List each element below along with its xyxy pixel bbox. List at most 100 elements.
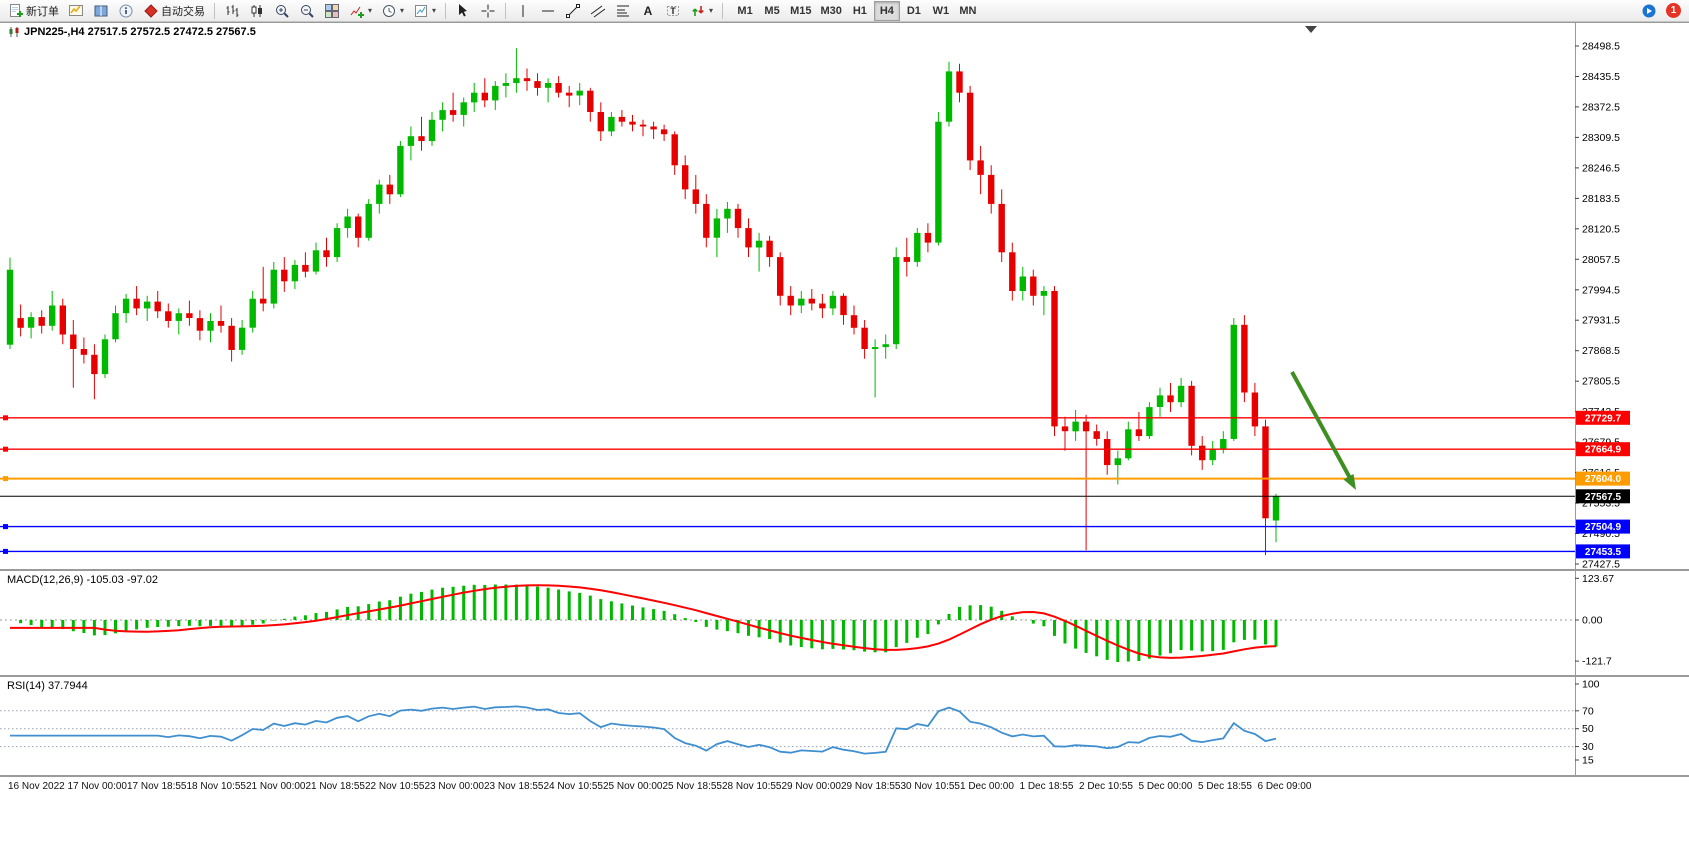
time-label: 6 Dec 09:00 bbox=[1257, 781, 1312, 792]
horizontal-line-button[interactable] bbox=[536, 1, 560, 21]
svg-text:27504.9: 27504.9 bbox=[1585, 522, 1622, 533]
price-chart[interactable]: 28498.5 28435.5 28372.5 28309.5 28246.5 28183… bbox=[0, 22, 1689, 570]
time-label: 25 Nov 00:00 bbox=[603, 781, 663, 792]
time-axis[interactable]: 16 Nov 2022 17 Nov 00:00 17 Nov 18:55 18 No… bbox=[0, 776, 1689, 799]
auto-trading-button[interactable]: 自动交易 bbox=[139, 1, 209, 21]
time-label: 30 Nov 10:55 bbox=[900, 781, 961, 792]
timeframe-m1[interactable]: M1 bbox=[732, 1, 758, 21]
tile-windows-icon bbox=[325, 3, 339, 18]
svg-text:27567.5: 27567.5 bbox=[1585, 492, 1622, 503]
svg-text:27994.5: 27994.5 bbox=[1582, 284, 1620, 296]
candles-chart-icon bbox=[251, 4, 262, 17]
time-label: 2 Dec 10:55 bbox=[1079, 781, 1133, 792]
time-label: 23 Nov 18:55 bbox=[484, 781, 544, 792]
candles-chart-button[interactable] bbox=[245, 1, 269, 21]
community-button[interactable] bbox=[1637, 1, 1661, 21]
time-label: 25 Nov 18:55 bbox=[662, 781, 723, 792]
time-label: 29 Nov 18:55 bbox=[841, 781, 901, 792]
fibonacci-icon bbox=[617, 5, 630, 16]
crosshair-button[interactable] bbox=[476, 1, 500, 21]
time-label: 1 Dec 18:55 bbox=[1019, 781, 1074, 792]
svg-text:A: A bbox=[644, 4, 653, 18]
clock-icon bbox=[383, 4, 396, 17]
time-label: 28 Nov 10:55 bbox=[722, 781, 782, 792]
chevron-down-icon: ▾ bbox=[400, 6, 405, 15]
periods-button[interactable]: ▾ bbox=[377, 1, 408, 21]
timeframe-h1[interactable]: H1 bbox=[847, 1, 873, 21]
timeframe-group: M1 M5 M15 M30 H1 H4 D1 W1 MN bbox=[732, 0, 981, 21]
new-chart-button[interactable] bbox=[64, 1, 88, 21]
toolbar: 新订单 自动交易 ▾ ▾ ▾ bbox=[0, 0, 1689, 22]
time-label: 1 Dec 00:00 bbox=[960, 781, 1014, 792]
svg-text:28498.5: 28498.5 bbox=[1582, 41, 1620, 53]
bars-chart-icon bbox=[226, 4, 239, 17]
svg-text:100: 100 bbox=[1582, 679, 1600, 691]
zoom-out-icon bbox=[301, 4, 314, 18]
chart-icon bbox=[9, 27, 19, 37]
chevron-down-icon: ▾ bbox=[709, 6, 714, 15]
new-order-icon bbox=[10, 3, 23, 17]
svg-text:27604.0: 27604.0 bbox=[1585, 474, 1622, 485]
svg-text:50: 50 bbox=[1582, 723, 1594, 735]
svg-text:27729.7: 27729.7 bbox=[1585, 413, 1622, 424]
bars-chart-button[interactable] bbox=[220, 1, 244, 21]
svg-text:27868.5: 27868.5 bbox=[1582, 345, 1620, 357]
timeframe-m5[interactable]: M5 bbox=[759, 1, 785, 21]
time-label: 23 Nov 00:00 bbox=[424, 781, 485, 792]
notification-badge[interactable]: 1 bbox=[1666, 3, 1681, 18]
zoom-in-icon bbox=[276, 4, 289, 18]
cursor-button[interactable] bbox=[451, 1, 475, 21]
svg-text:28309.5: 28309.5 bbox=[1582, 132, 1620, 144]
text-button[interactable]: A bbox=[636, 1, 660, 21]
svg-text:27805.5: 27805.5 bbox=[1582, 376, 1620, 388]
toolbar-separator bbox=[722, 2, 724, 19]
svg-text:28183.5: 28183.5 bbox=[1582, 193, 1620, 205]
new-order-label: 新订单 bbox=[26, 5, 59, 18]
arrows-icon bbox=[692, 5, 704, 16]
macd-panel[interactable]: 123.67 0.00 -121.7 bbox=[0, 570, 1689, 676]
new-order-button[interactable]: 新订单 bbox=[4, 1, 63, 21]
timeframe-d1[interactable]: D1 bbox=[901, 1, 927, 21]
timeframe-mn[interactable]: MN bbox=[955, 1, 981, 21]
profiles-button[interactable] bbox=[89, 1, 113, 21]
time-label: 29 Nov 00:00 bbox=[781, 781, 842, 792]
crosshair-icon bbox=[481, 4, 495, 17]
data-window-button[interactable] bbox=[114, 1, 138, 21]
indicators-button[interactable]: ▾ bbox=[345, 1, 376, 21]
svg-text:28246.5: 28246.5 bbox=[1582, 162, 1620, 174]
community-icon bbox=[1642, 4, 1656, 17]
text-label-button[interactable]: T bbox=[661, 1, 685, 21]
auto-trading-label: 自动交易 bbox=[161, 5, 205, 18]
svg-text:28435.5: 28435.5 bbox=[1582, 71, 1620, 83]
time-label: 16 Nov 2022 bbox=[8, 781, 65, 792]
profiles-icon bbox=[94, 5, 108, 16]
fibonacci-button[interactable] bbox=[611, 1, 635, 21]
svg-text:123.67: 123.67 bbox=[1582, 573, 1614, 585]
svg-text:0.00: 0.00 bbox=[1582, 615, 1603, 627]
trendline-button[interactable] bbox=[561, 1, 585, 21]
time-label: 21 Nov 18:55 bbox=[305, 781, 366, 792]
timeframe-w1[interactable]: W1 bbox=[928, 1, 954, 21]
text-label-icon: T bbox=[667, 5, 680, 16]
chart-symbol-title: JPN225-,H4 27517.5 27572.5 27472.5 27567… bbox=[8, 26, 256, 38]
time-label: 18 Nov 10:55 bbox=[186, 781, 247, 792]
tile-windows-button[interactable] bbox=[320, 1, 344, 21]
timeframe-h4[interactable]: H4 bbox=[873, 0, 900, 21]
rsi-panel[interactable]: 100 70 50 30 15 bbox=[0, 676, 1689, 776]
timeframe-m15[interactable]: M15 bbox=[786, 1, 815, 21]
channel-button[interactable] bbox=[586, 1, 610, 21]
auto-trading-icon bbox=[144, 3, 158, 18]
text-icon: A bbox=[644, 4, 653, 18]
macd-label: MACD(12,26,9) -105.03 -97.02 bbox=[7, 574, 159, 586]
time-label: 5 Dec 18:55 bbox=[1198, 781, 1252, 792]
timeframe-m30[interactable]: M30 bbox=[816, 1, 845, 21]
data-window-icon bbox=[119, 4, 133, 17]
zoom-in-button[interactable] bbox=[270, 1, 294, 21]
vertical-line-button[interactable] bbox=[511, 1, 535, 21]
arrows-button[interactable]: ▾ bbox=[686, 1, 717, 21]
svg-text:70: 70 bbox=[1582, 705, 1594, 717]
chart-title-text: JPN225-,H4 27517.5 27572.5 27472.5 27567… bbox=[24, 26, 256, 38]
chevron-down-icon: ▾ bbox=[432, 6, 437, 15]
zoom-out-button[interactable] bbox=[295, 1, 319, 21]
templates-button[interactable]: ▾ bbox=[409, 1, 440, 21]
